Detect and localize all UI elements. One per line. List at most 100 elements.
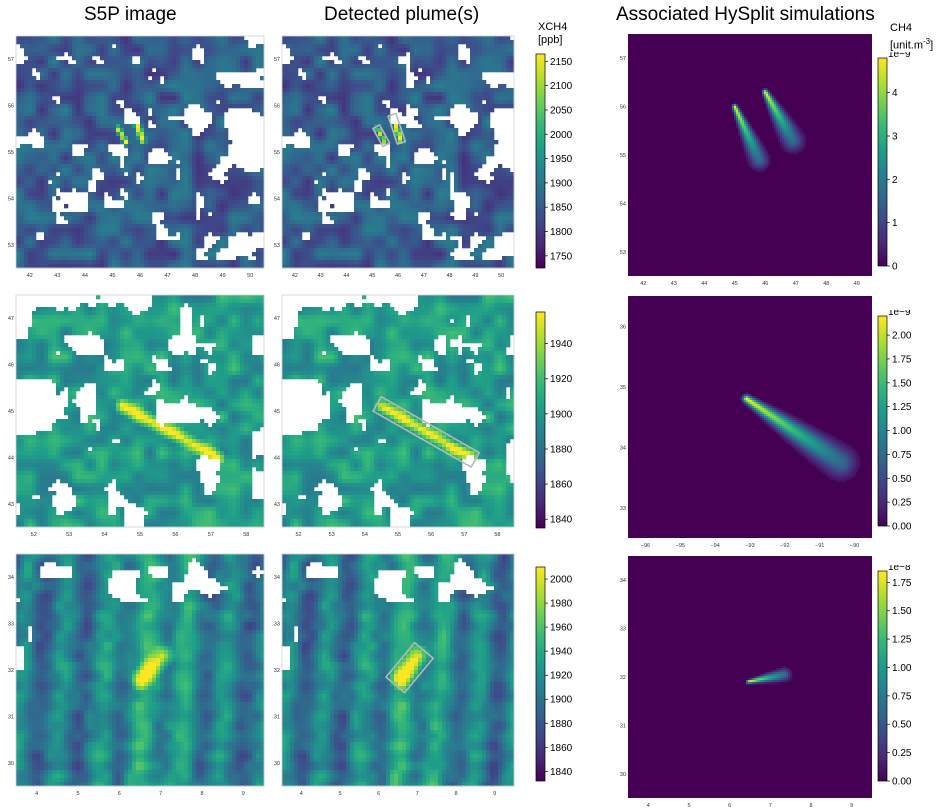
colorbar-tick-label: 1860 (550, 480, 573, 491)
detected-xtick-label: 47 (421, 273, 427, 279)
colorbar-tick-label: 1960 (550, 623, 573, 634)
colorbar-tick-label: 2100 (550, 81, 573, 92)
detected-xtick-label: 8 (454, 791, 457, 797)
xch4-pixel-field (282, 36, 515, 269)
map-frame (281, 294, 515, 528)
colorbar-gradient (535, 53, 546, 269)
ch4-unit-line2: [unit.m-3] (890, 35, 933, 53)
hysplit-xtick-label: −90 (850, 543, 859, 549)
hysplit-map-row-3: 4 5 6 7 8 9 34 33 32 31 30 (620, 556, 872, 808)
detected-ytick-label: 53 (274, 243, 280, 249)
colorbar-tick-label: 1900 (550, 695, 573, 706)
colorbar-tick-label: 1920 (550, 671, 573, 682)
s5p-ytick-label: 44 (8, 455, 14, 461)
s5p-ytick-label: 53 (8, 243, 14, 249)
s5p-xtick-label: 44 (82, 273, 88, 279)
detected-xtick-label: 43 (318, 273, 324, 279)
ch4-colorbar-row-2: 1e−9 0.00 0.25 0.50 0.75 1.00 1.25 1.50 1.75 2.00 (877, 310, 912, 530)
colorbar-tick-label: 0.25 (892, 748, 912, 759)
detected-column-title: Detected plume(s) (324, 4, 480, 25)
hysplit-ytick-label: 33 (620, 506, 626, 512)
s5p-xtick-label: 53 (66, 532, 72, 538)
hysplit-xtick-label: −96 (641, 543, 650, 549)
s5p-xtick-label: 54 (102, 532, 108, 538)
detected-ytick-label: 54 (274, 196, 280, 202)
s5p-xtick-label: 48 (192, 273, 198, 279)
hysplit-xtick-label: −92 (780, 543, 789, 549)
hysplit-ytick-label: 35 (620, 385, 626, 391)
colorbar-gradient (535, 566, 546, 782)
colorbar-tick-label: 1900 (550, 178, 573, 189)
hysplit-xtick-label: 46 (762, 281, 768, 287)
colorbar-tick-label: 2050 (550, 105, 573, 116)
hysplit-xtick-label: 8 (809, 803, 812, 808)
s5p-xtick-label: 52 (31, 532, 37, 538)
detected-xtick-label: 46 (395, 273, 401, 279)
detected-ytick-label: 46 (274, 363, 280, 369)
colorbar-tick-label: 0.75 (892, 450, 912, 461)
detected-xtick-label: 49 (472, 273, 478, 279)
colorbar-tick-label: 2150 (550, 57, 573, 68)
colorbar-tick-label: 4 (892, 88, 898, 99)
s5p-xtick-label: 49 (220, 273, 226, 279)
hysplit-ytick-label: 36 (620, 324, 626, 330)
xch4-pixel-field (282, 295, 515, 528)
detected-xtick-label: 55 (395, 532, 401, 538)
colorbar-tick-label: 1.50 (892, 606, 912, 617)
xch4-pixel-field (16, 295, 265, 528)
colorbar-gradient (535, 311, 546, 529)
detected-plume-outline (372, 395, 481, 468)
xch4-colorbar-row-2: 1840 1860 1880 1900 1920 1940 (535, 311, 573, 529)
colorbar-tick-label: 1.75 (892, 354, 912, 365)
colorbar-tick-label: 1860 (550, 743, 573, 754)
colorbar-exponent-label: 1e−8 (888, 565, 911, 573)
hysplit-xtick-label: −91 (815, 543, 824, 549)
colorbar-tick-label: 1800 (550, 227, 573, 238)
xch4-pixel-field (16, 36, 265, 269)
colorbar-tick-label: 0.50 (892, 720, 912, 731)
xch4-unit-label: XCH4 [ppb] (538, 21, 567, 47)
ch4-unit-exponent: -3 (923, 37, 931, 46)
detected-xtick-label: 58 (494, 532, 500, 538)
detected-plume-outline (387, 112, 407, 145)
ch4-colorbar-row-3: 1e−8 0.00 0.25 0.50 0.75 1.00 1.25 1.50 1.75 (877, 565, 912, 786)
detected-plume-outline (385, 642, 434, 694)
colorbar-tick-label: 0.00 (892, 777, 912, 786)
simulation-concentration-field (746, 666, 793, 685)
colorbar-tick-label: 1940 (550, 339, 573, 350)
hysplit-xtick-label: 4 (647, 803, 650, 808)
xch4-pixel-field (282, 554, 515, 787)
s5p-xtick-label: 5 (76, 791, 79, 797)
s5p-xtick-label: 57 (208, 532, 214, 538)
hysplit-map-row-2: −96 −95 −94 −93 −92 −91 −90 36 35 34 33 (620, 296, 872, 549)
detected-map-row-2: 52 53 54 55 56 57 58 47 46 45 44 43 (274, 294, 515, 538)
s5p-xtick-label: 58 (243, 532, 249, 538)
colorbar-tick-label: 1750 (550, 251, 573, 262)
detected-ytick-label: 47 (274, 316, 280, 322)
s5p-ytick-label: 31 (8, 714, 14, 720)
s5p-ytick-label: 43 (8, 502, 14, 508)
detected-xtick-label: 52 (296, 532, 302, 538)
hysplit-xtick-label: 42 (640, 281, 646, 287)
ch4-unit-end: ] (930, 39, 934, 52)
hysplit-xtick-label: 9 (850, 803, 853, 808)
detected-xtick-label: 5 (338, 791, 341, 797)
detected-xtick-label: 48 (446, 273, 452, 279)
detected-xtick-label: 50 (498, 273, 504, 279)
colorbar-tick-label: 0.50 (892, 474, 912, 485)
detected-ytick-label: 43 (274, 502, 280, 508)
detected-ytick-label: 55 (274, 150, 280, 156)
s5p-xtick-label: 47 (164, 273, 170, 279)
colorbar-tick-label: 1920 (550, 374, 573, 385)
hysplit-ytick-label: 31 (620, 723, 626, 729)
xch4-colorbar-row-1: 1750 1800 1850 1900 1950 2000 2050 2100 2150 (535, 53, 573, 269)
colorbar-tick-label: 1900 (550, 409, 573, 420)
simulation-background (628, 296, 872, 538)
hysplit-xtick-label: 6 (728, 803, 731, 808)
detected-map-row-3: 4 5 6 7 8 9 34 33 32 31 30 (274, 553, 515, 797)
hysplit-column-title: Associated HySplit simulations (616, 4, 875, 25)
detected-ytick-label: 56 (274, 104, 280, 110)
s5p-ytick-label: 34 (8, 575, 14, 581)
hysplit-ytick-label: 34 (620, 445, 626, 451)
hysplit-xtick-label: −94 (710, 543, 719, 549)
